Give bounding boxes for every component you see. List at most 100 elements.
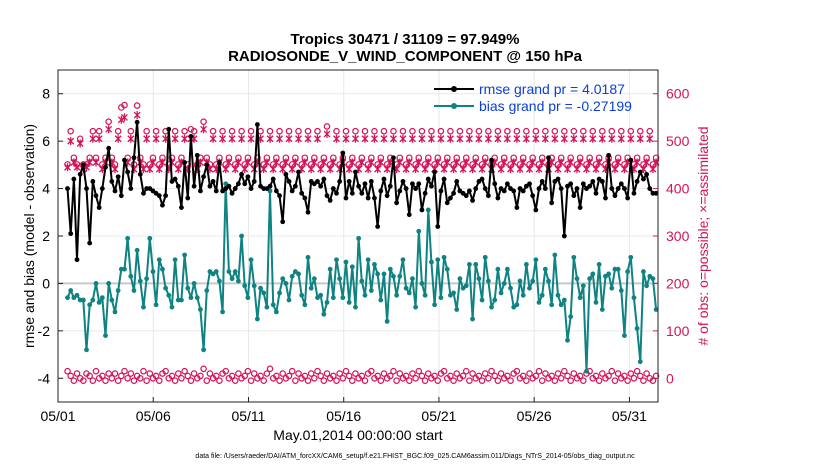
- bias-point-159: [568, 314, 574, 320]
- rmse-point-157: [561, 233, 567, 239]
- obs-assimilated-marker-55: [238, 134, 246, 143]
- y-left-tick-label-5: 6: [42, 133, 50, 149]
- obs-assimilated-marker-67: [276, 134, 283, 143]
- bias-point-103: [391, 273, 396, 279]
- obs_possible-marker-136: [494, 127, 502, 135]
- obs_low_possible-marker-47: [212, 372, 220, 380]
- rmse-point-95: [365, 195, 371, 201]
- obs-assimilated-marker-125: [459, 165, 467, 174]
- obs_possible-marker-163: [580, 127, 587, 135]
- obs_low_possible-marker-90: [349, 377, 356, 384]
- obs_possible-marker-8: [89, 127, 97, 135]
- obs_low_possible-marker-68: [279, 370, 287, 377]
- y-left-tick-label-4: 4: [42, 181, 50, 197]
- obs_low_possible-marker-94: [361, 377, 369, 384]
- chart-title-line-2: RADIOSONDE_V_WIND_COMPONENT @ 150 hPa: [228, 48, 583, 65]
- rmse-point-184: [647, 186, 653, 191]
- obs-assimilated-marker-52: [228, 134, 236, 143]
- obs_low_possible-marker-144: [519, 372, 527, 380]
- obs-assimilated-marker-90: [348, 158, 356, 167]
- obs-assimilated-marker-70: [285, 134, 293, 143]
- obs_low_possible-marker-107: [402, 372, 410, 380]
- rmse-point-123: [454, 179, 460, 184]
- bias-point-9: [93, 281, 99, 286]
- rmse-point-105: [397, 188, 403, 194]
- obs_possible-marker-181: [636, 127, 644, 135]
- obs-assimilated-marker-64: [266, 134, 274, 143]
- rmse-point-101: [384, 193, 390, 199]
- obs_low_possible-marker-25: [143, 377, 150, 384]
- rmse-point-57: [245, 174, 251, 180]
- obs_low_possible-marker-116: [431, 372, 438, 380]
- obs_low_possible-marker-110: [412, 374, 419, 382]
- legend-bias-label: bias grand pr = -0.27199: [479, 98, 632, 114]
- x-tick-label-1: 05/06: [136, 408, 171, 424]
- bias-point-123: [454, 307, 460, 312]
- obs_low_possible-marker-86: [336, 370, 343, 377]
- obs-assimilated-marker-141: [510, 158, 518, 167]
- rmse-point-139: [504, 181, 510, 187]
- rmse-point-113: [422, 190, 428, 196]
- obs-assimilated-marker-117: [434, 158, 442, 167]
- bias-point-86: [337, 276, 343, 282]
- obs-assimilated-marker-66: [272, 158, 280, 167]
- obs_low_possible-marker-59: [250, 370, 258, 377]
- bias-point-87: [340, 295, 346, 301]
- obs-assimilated-marker-93: [358, 158, 366, 167]
- obs_possible-marker-154: [551, 127, 559, 135]
- obs_low_possible-marker-52: [228, 372, 236, 380]
- rmse-point-117: [435, 224, 441, 229]
- obs-assimilated-marker-165: [586, 158, 594, 167]
- obs-assimilated-marker-161: [573, 165, 581, 174]
- bias-point-48: [217, 278, 222, 284]
- rmse-point-110: [413, 186, 419, 191]
- bias-point-13: [106, 281, 112, 286]
- obs_low_possible-marker-72: [292, 377, 299, 384]
- bias-point-55: [239, 233, 244, 239]
- rmse-point-81: [321, 176, 327, 182]
- obs_possible-marker-139: [504, 127, 511, 135]
- bias-point-139: [504, 266, 510, 272]
- obs-assimilated-marker-105: [396, 158, 404, 167]
- rmse-point-0: [65, 186, 70, 191]
- rmse-point-45: [207, 183, 213, 189]
- rmse-point-97: [372, 195, 377, 201]
- obs_low_possible-marker-103: [390, 367, 397, 375]
- obs-assimilated-marker-162: [576, 158, 584, 167]
- obs-assimilated-marker-142: [513, 134, 521, 143]
- obs-assimilated-marker-26: [146, 165, 154, 174]
- bias-point-54: [235, 278, 241, 284]
- obs-assimilated-marker-113: [421, 165, 429, 174]
- obs_low_possible-marker-150: [538, 377, 546, 384]
- rmse-point-64: [267, 183, 273, 189]
- bias-point-105: [397, 273, 403, 279]
- obs_possible-marker-106: [399, 127, 407, 135]
- rmse-point-29: [156, 193, 162, 199]
- bias-point-75: [302, 302, 308, 308]
- obs-assimilated-marker-13: [105, 125, 113, 134]
- rmse-point-70: [286, 179, 292, 184]
- rmse-point-171: [606, 152, 612, 158]
- obs_low_possible-marker-56: [241, 372, 249, 380]
- bias-point-16: [115, 288, 121, 293]
- obs-assimilated-marker-112: [418, 134, 426, 143]
- y-right-tick-label-3: 300: [666, 228, 690, 244]
- obs-assimilated-marker-176: [620, 165, 628, 174]
- obs-assimilated-marker-175: [617, 134, 625, 143]
- obs_possible-marker-82: [323, 123, 331, 130]
- bias-point-91: [353, 304, 358, 310]
- obs_low_possible-marker-29: [155, 377, 163, 384]
- obs_possible-marker-175: [617, 127, 625, 135]
- rmse-point-12: [103, 164, 108, 170]
- obs_low_possible-marker-9: [92, 367, 100, 375]
- rmse-point-66: [273, 188, 279, 194]
- obs_low_possible-marker-31: [162, 367, 169, 375]
- rmse-point-160: [571, 193, 577, 199]
- rmse-point-174: [615, 186, 621, 191]
- bias-point-149: [536, 300, 542, 305]
- rmse-point-7: [87, 240, 93, 246]
- y-left-tick-label-3: 2: [42, 228, 50, 244]
- obs-assimilated-marker-160: [570, 134, 578, 143]
- bias-point-93: [359, 278, 365, 284]
- obs-assimilated-marker-129: [472, 158, 480, 167]
